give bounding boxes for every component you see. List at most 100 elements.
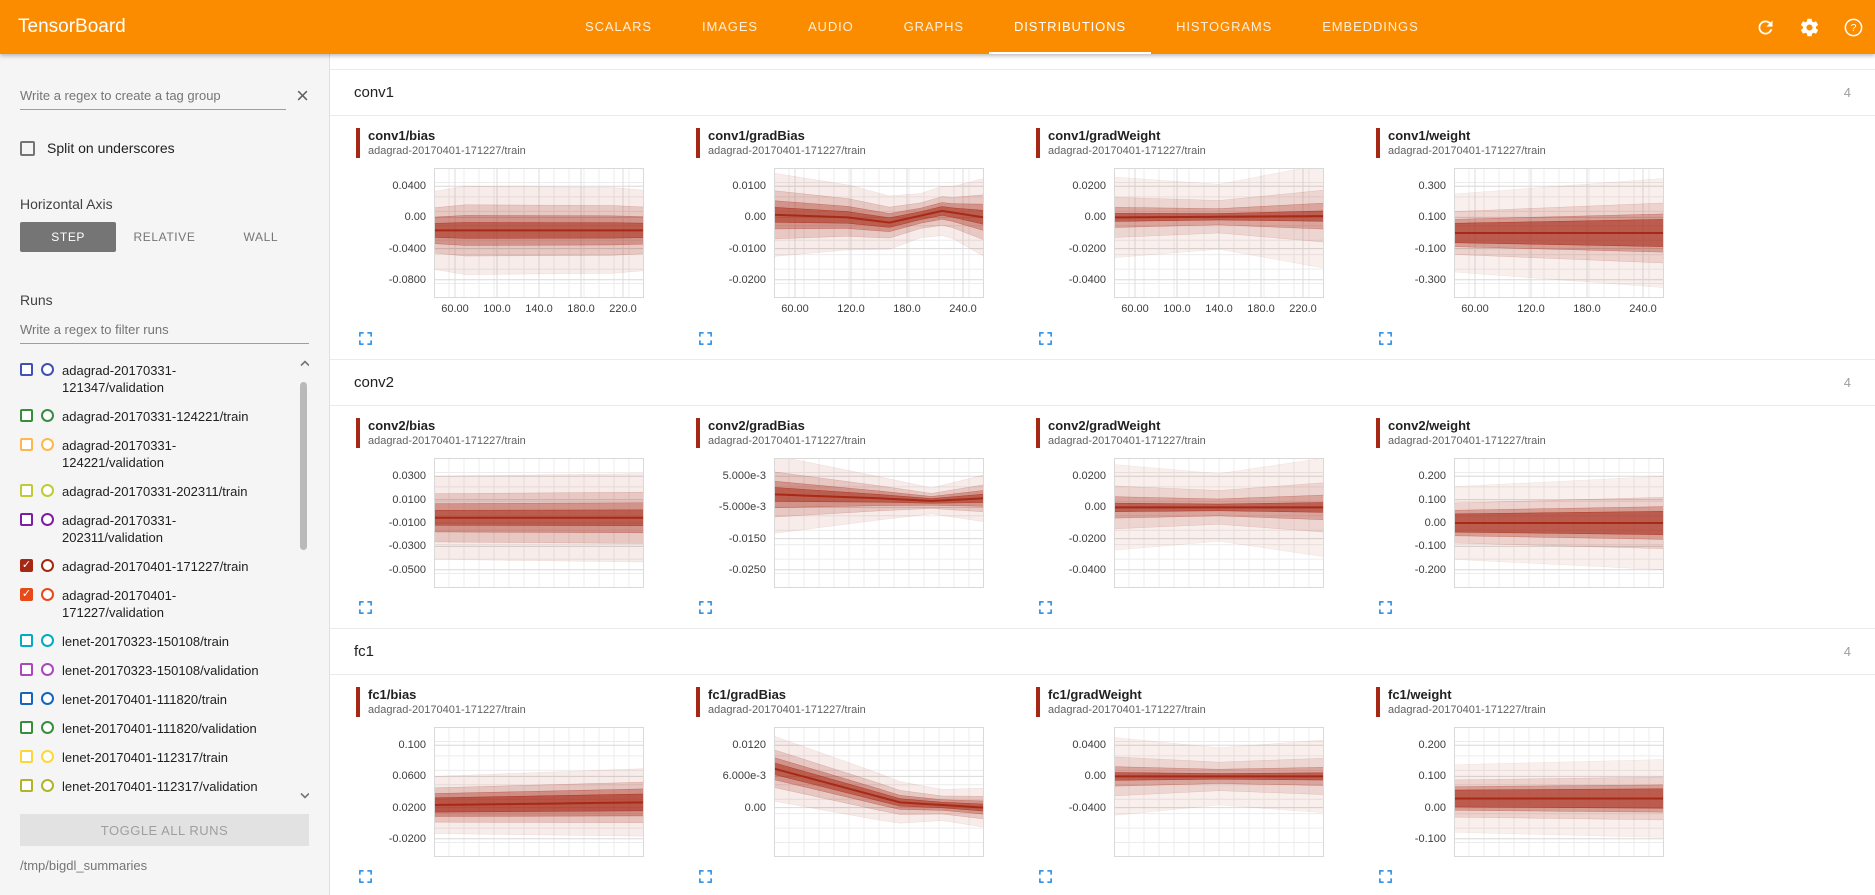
help-icon[interactable]: ? xyxy=(1841,15,1865,39)
run-item[interactable]: adagrad-20170331-121347/validation xyxy=(20,356,293,402)
expand-icon[interactable] xyxy=(1038,331,1054,347)
app-header: TensorBoard SCALARS IMAGES AUDIO GRAPHS DIST… xyxy=(0,0,1875,54)
y-tick-label: 0.100 xyxy=(1418,493,1446,506)
tab-scalars[interactable]: SCALARS xyxy=(585,18,652,34)
axis-relative-button[interactable]: RELATIVE xyxy=(116,222,212,252)
run-checkbox[interactable] xyxy=(20,721,33,734)
runs-scrollbar-thumb[interactable] xyxy=(300,382,307,550)
toggle-all-runs-button[interactable]: TOGGLE ALL RUNS xyxy=(20,814,309,846)
run-radio[interactable] xyxy=(41,750,54,763)
run-radio[interactable] xyxy=(41,513,54,526)
run-item[interactable]: lenet-20170401-111820/validation xyxy=(20,714,293,743)
section-title: conv2 xyxy=(354,374,395,391)
distribution-plot[interactable] xyxy=(1454,727,1664,857)
run-radio[interactable] xyxy=(41,559,54,572)
run-radio[interactable] xyxy=(41,663,54,676)
checkbox-icon[interactable] xyxy=(20,140,35,156)
chart-run-label: adagrad-20170401-171227/train xyxy=(1388,704,1546,716)
run-radio[interactable] xyxy=(41,438,54,451)
run-radio[interactable] xyxy=(41,721,54,734)
distribution-plot[interactable] xyxy=(774,168,984,298)
run-checkbox[interactable] xyxy=(20,363,33,376)
run-item[interactable]: adagrad-20170331-202311/validation xyxy=(20,506,293,552)
run-checkbox[interactable] xyxy=(20,513,33,526)
run-item[interactable]: lenet-20170401-111820/train xyxy=(20,685,293,714)
scroll-down-icon[interactable] xyxy=(299,788,309,803)
axis-wall-button[interactable]: WALL xyxy=(213,222,309,252)
expand-icon[interactable] xyxy=(1378,869,1394,885)
section-header[interactable]: conv2 4 xyxy=(330,360,1875,406)
gear-icon[interactable] xyxy=(1797,15,1821,39)
run-color-bar xyxy=(1376,687,1380,717)
run-item[interactable]: lenet-20170323-150108/validation xyxy=(20,656,293,685)
y-tick-label: 0.00 xyxy=(1084,501,1106,514)
sidebar: × Split on underscores Horizontal Axis S… xyxy=(0,54,330,895)
tab-graphs[interactable]: GRAPHS xyxy=(903,18,964,34)
run-checkbox[interactable] xyxy=(20,663,33,676)
tab-distributions[interactable]: DISTRIBUTIONS xyxy=(988,0,1152,54)
distribution-plot[interactable] xyxy=(1454,458,1664,588)
run-checkbox[interactable] xyxy=(20,409,33,422)
runs-filter-input[interactable] xyxy=(20,316,309,344)
run-radio[interactable] xyxy=(41,634,54,647)
expand-icon[interactable] xyxy=(1038,600,1054,616)
run-item[interactable]: lenet-20170401-112317/train xyxy=(20,743,293,772)
tab-histograms[interactable]: HISTOGRAMS xyxy=(1176,18,1273,34)
run-radio[interactable] xyxy=(41,409,54,422)
distribution-plot[interactable] xyxy=(434,168,644,298)
distribution-plot[interactable] xyxy=(1454,168,1664,298)
run-item[interactable]: adagrad-20170331-202311/train xyxy=(20,477,293,506)
distribution-plot[interactable] xyxy=(774,458,984,588)
distribution-plot[interactable] xyxy=(1114,168,1324,298)
expand-icon[interactable] xyxy=(358,869,374,885)
run-checkbox[interactable] xyxy=(20,692,33,705)
run-item[interactable]: ✓ adagrad-20170401-171227/validation xyxy=(20,581,293,627)
run-item[interactable]: lenet-20170401-112317/validation xyxy=(20,772,293,801)
expand-icon[interactable] xyxy=(698,331,714,347)
distribution-plot[interactable] xyxy=(1114,727,1324,857)
tag-section: conv1 4 conv1/bias adagrad-20170401-171227/… xyxy=(330,69,1875,359)
close-icon[interactable]: × xyxy=(296,83,309,108)
distribution-plot[interactable] xyxy=(774,727,984,857)
refresh-icon[interactable] xyxy=(1753,15,1777,39)
run-radio[interactable] xyxy=(41,692,54,705)
y-tick-label: 0.0200 xyxy=(1072,470,1106,483)
tag-filter-input[interactable] xyxy=(20,82,287,110)
y-tick-label: 0.00 xyxy=(1084,770,1106,783)
run-radio[interactable] xyxy=(41,484,54,497)
run-item[interactable]: lenet-20170323-150108/train xyxy=(20,627,293,656)
run-checkbox[interactable] xyxy=(20,484,33,497)
run-radio[interactable] xyxy=(41,363,54,376)
expand-icon[interactable] xyxy=(698,869,714,885)
run-item[interactable]: ✓ adagrad-20170401-171227/train xyxy=(20,552,293,581)
scroll-up-icon[interactable] xyxy=(299,356,309,370)
chart-run-label: adagrad-20170401-171227/train xyxy=(708,435,866,447)
expand-icon[interactable] xyxy=(1378,600,1394,616)
expand-icon[interactable] xyxy=(358,600,374,616)
axis-step-button[interactable]: STEP xyxy=(20,222,117,252)
run-item[interactable]: adagrad-20170331-124221/train xyxy=(20,402,293,431)
distribution-plot[interactable] xyxy=(434,727,644,857)
expand-icon[interactable] xyxy=(1038,869,1054,885)
distribution-plot[interactable] xyxy=(434,458,644,588)
run-checkbox[interactable] xyxy=(20,634,33,647)
tab-images[interactable]: IMAGES xyxy=(702,18,758,34)
expand-icon[interactable] xyxy=(358,331,374,347)
run-item[interactable]: adagrad-20170331-124221/validation xyxy=(20,431,293,477)
expand-icon[interactable] xyxy=(698,600,714,616)
run-checkbox[interactable] xyxy=(20,779,33,792)
tab-embeddings[interactable]: EMBEDDINGS xyxy=(1322,18,1419,34)
run-checkbox[interactable] xyxy=(20,438,33,451)
section-header[interactable]: conv1 4 xyxy=(330,70,1875,116)
run-checkbox[interactable]: ✓ xyxy=(20,588,33,601)
expand-icon[interactable] xyxy=(1378,331,1394,347)
distribution-plot[interactable] xyxy=(1114,458,1324,588)
run-checkbox[interactable] xyxy=(20,750,33,763)
run-radio[interactable] xyxy=(41,588,54,601)
split-underscores-checkbox[interactable]: Split on underscores xyxy=(20,140,309,156)
run-radio[interactable] xyxy=(41,779,54,792)
section-header[interactable]: fc1 4 xyxy=(330,629,1875,675)
y-tick-label: 0.0400 xyxy=(1072,739,1106,752)
tab-audio[interactable]: AUDIO xyxy=(807,18,854,34)
run-checkbox[interactable]: ✓ xyxy=(20,559,33,572)
